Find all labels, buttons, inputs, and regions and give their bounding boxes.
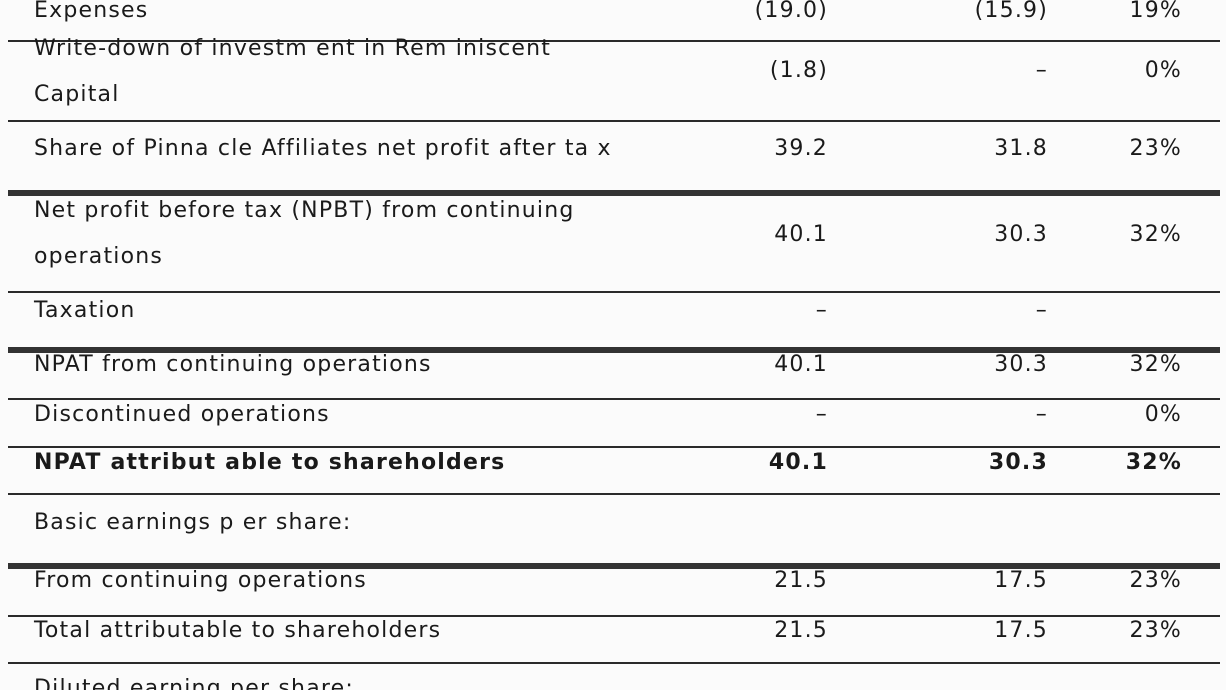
prior-year-value: – [1035,58,1048,83]
row-label: Taxation [34,298,136,323]
table-row: Total attributable to shareholders 21.5 … [8,608,1220,654]
row-divider [8,291,1220,293]
row-divider [8,563,1220,569]
change-percent: 32% [1125,450,1182,475]
change-percent: 23% [1129,136,1182,161]
row-label: From continuing operations [34,568,367,593]
row-divider [8,347,1220,353]
change-percent: 23% [1129,618,1182,643]
prior-year-value: (15.9) [974,0,1048,23]
table-row: From continuing operations 21.5 17.5 23% [8,558,1220,604]
financial-results-table: Expenses (19.0) (15.9) 19% Write-down of… [8,0,1220,690]
current-year-value: (1.8) [769,58,828,83]
row-divider [8,190,1220,196]
current-year-value: 40.1 [774,222,828,247]
change-percent: 0% [1144,58,1182,83]
prior-year-value: – [1035,298,1048,323]
change-percent: 32% [1129,222,1182,247]
row-divider [8,615,1220,617]
prior-year-value: 30.3 [994,222,1048,247]
change-percent: 19% [1129,0,1182,23]
change-percent: 0% [1144,402,1182,427]
change-percent: 23% [1129,568,1182,593]
row-label: Total attributable to shareholders [34,618,442,643]
row-divider [8,493,1220,495]
table-row: Taxation – – [8,288,1220,334]
row-divider [8,120,1220,122]
row-label: Share of Pinna cle Affiliates net profit… [34,136,612,161]
current-year-value: 21.5 [774,568,828,593]
row-label: Discontinued operations [34,402,330,427]
prior-year-value: 17.5 [994,618,1048,643]
current-year-value: (19.0) [754,0,828,23]
row-label: Expenses [34,0,149,23]
row-divider [8,662,1220,664]
current-year-value: 39.2 [774,136,828,161]
table-row: Diluted earning per share: [8,666,1220,690]
prior-year-value: 30.3 [994,352,1048,377]
table-row: NPAT attribut able to shareholders 40.1 … [8,440,1220,486]
current-year-value: – [815,298,828,323]
table-row: NPAT from continuing operations 40.1 30.… [8,342,1220,388]
prior-year-value: 30.3 [988,450,1048,475]
prior-year-value: – [1035,402,1048,427]
prior-year-value: 17.5 [994,568,1048,593]
prior-year-value: 31.8 [994,136,1048,161]
table-row: Basic earnings p er share: [8,500,1220,546]
row-label: NPAT from continuing operations [34,352,432,377]
table-row: Discontinued operations – – 0% [8,392,1220,438]
row-label: Basic earnings p er share: [34,510,352,535]
row-divider [8,40,1220,42]
table-row: Write-down of investm ent in Rem iniscen… [8,26,1220,120]
row-divider [8,446,1220,448]
table-row: Share of Pinna cle Affiliates net profit… [8,126,1220,172]
current-year-value: 40.1 [768,450,828,475]
current-year-value: 21.5 [774,618,828,643]
row-label: Net profit before tax (NPBT) from contin… [34,198,575,269]
row-label: Diluted earning per share: [34,676,354,690]
table-row: Expenses (19.0) (15.9) 19% [8,0,1220,34]
current-year-value: 40.1 [774,352,828,377]
row-divider [8,398,1220,400]
change-percent: 32% [1129,352,1182,377]
row-label: Write-down of investm ent in Rem iniscen… [34,36,552,107]
current-year-value: – [815,402,828,427]
table-row: Net profit before tax (NPBT) from contin… [8,188,1220,282]
row-label: NPAT attribut able to shareholders [34,450,506,475]
